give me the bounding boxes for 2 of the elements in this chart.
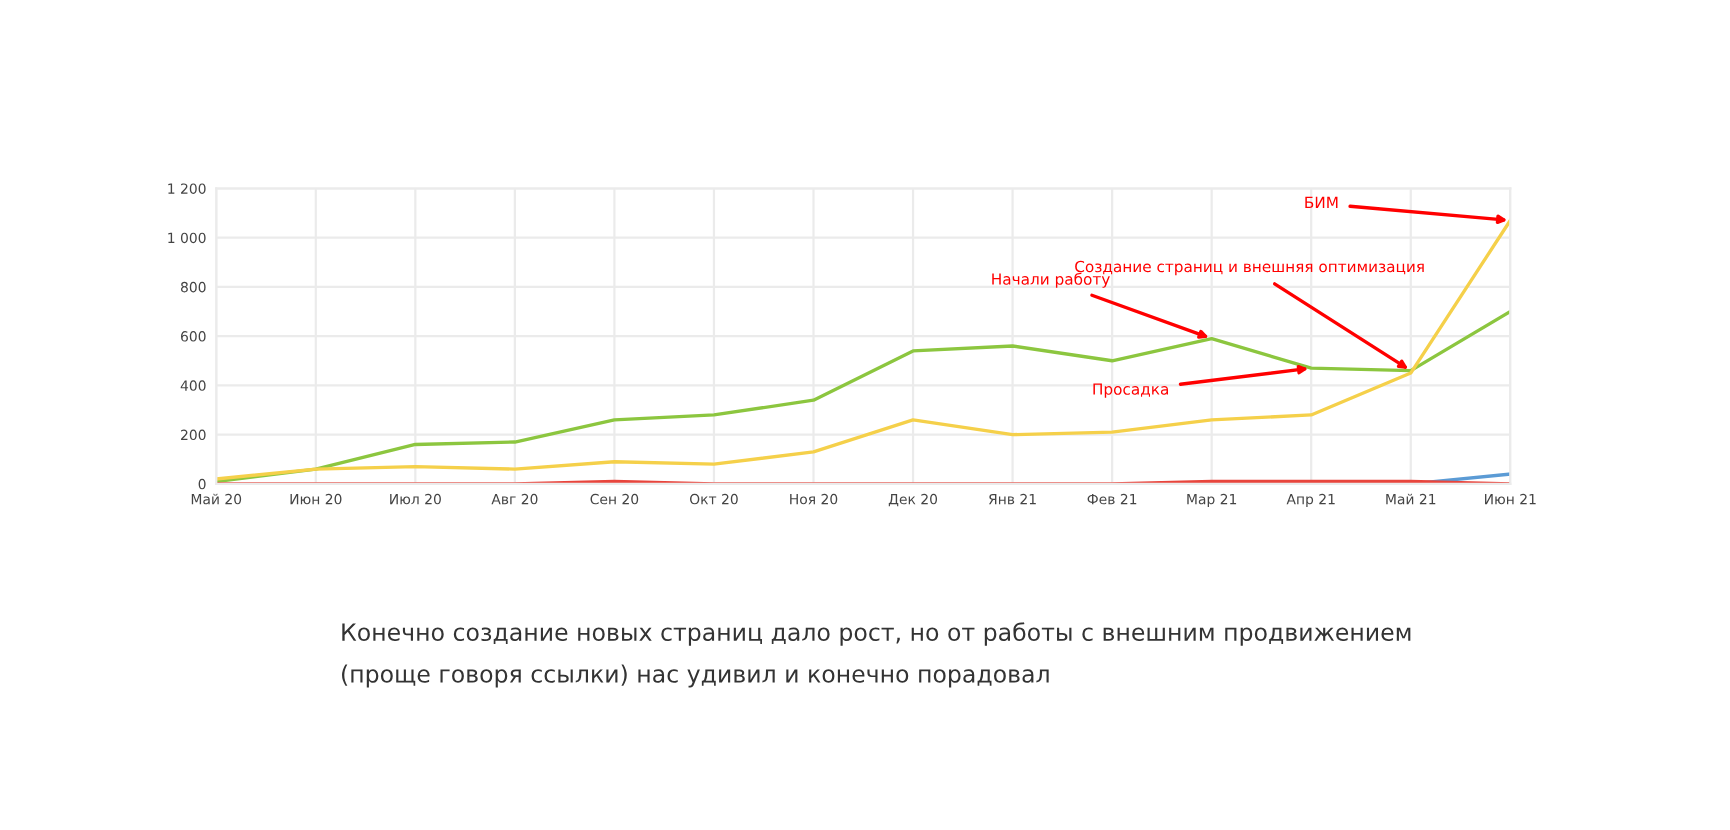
text: (проще говоря ссылки) нас удивил и конечно порадовал xyxy=(342,664,1049,688)
text: Конечно создание новых страниц дало рост, но от работы с внешним продвижением xyxy=(342,622,1411,646)
